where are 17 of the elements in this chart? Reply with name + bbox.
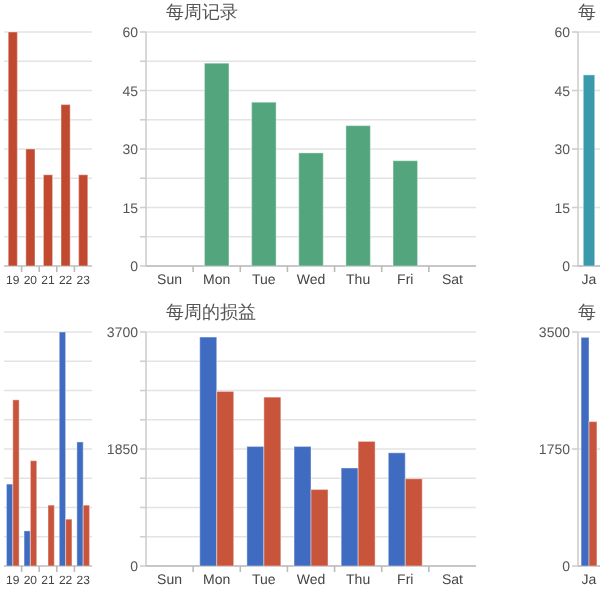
- bar: [25, 148, 36, 267]
- chart-title: 每: [578, 2, 596, 22]
- bar: [298, 152, 324, 267]
- bar: [7, 31, 18, 267]
- bar: [251, 101, 277, 267]
- bar: [42, 174, 54, 267]
- bar: [58, 331, 67, 567]
- bar: [203, 62, 230, 267]
- bar: [392, 160, 419, 267]
- bar: [47, 504, 55, 567]
- bar: [78, 174, 89, 267]
- bar: [60, 103, 71, 267]
- chart-title: 每周的损益: [166, 302, 256, 322]
- chart-title: 每: [578, 302, 596, 322]
- bar: [345, 125, 371, 267]
- chart-title: 每周记录: [166, 2, 238, 22]
- bar: [29, 460, 38, 567]
